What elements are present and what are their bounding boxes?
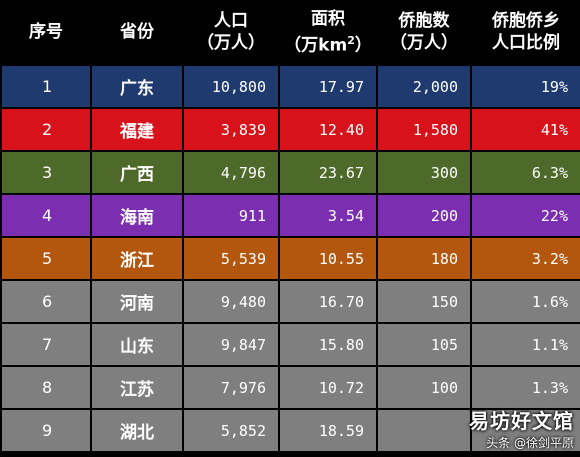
- cell-index: 9: [0, 408, 92, 453]
- cell-overseas: 100: [376, 365, 472, 410]
- watermark-author: 头条 @徐剑平原: [486, 436, 574, 450]
- cell-overseas: 150: [376, 279, 472, 324]
- cell-ratio: 1.3%: [470, 365, 580, 410]
- cell-ratio: 3.2%: [470, 236, 580, 281]
- cell-ratio: [470, 408, 580, 453]
- cell-population: 7,976: [182, 365, 280, 410]
- cell-province: 广西: [90, 150, 184, 195]
- table-row: 9 湖北 5,852 18.59: [0, 408, 580, 453]
- cell-index: 5: [0, 236, 92, 281]
- cell-ratio: 41%: [470, 107, 580, 152]
- col-header-area: 面积 （万km2）: [279, 0, 377, 65]
- cell-population: 9,480: [182, 279, 280, 324]
- cell-province: 福建: [90, 107, 184, 152]
- cell-population: 5,539: [182, 236, 280, 281]
- cell-population: 5,852: [182, 408, 280, 453]
- table-row: 7 山东 9,847 15.80 105 1.1%: [0, 322, 580, 367]
- cell-population: 9,847: [182, 322, 280, 367]
- cell-area: 15.80: [278, 322, 378, 367]
- cell-population: 10,800: [182, 64, 280, 109]
- cell-index: 6: [0, 279, 92, 324]
- cell-index: 4: [0, 193, 92, 238]
- cell-ratio: 22%: [470, 193, 580, 238]
- col-header-overseas: 侨胞数 （万人）: [377, 0, 471, 65]
- cell-province: 湖北: [90, 408, 184, 453]
- table-row: 1 广东 10,800 17.97 2,000 19%: [0, 64, 580, 109]
- cell-overseas: 180: [376, 236, 472, 281]
- cell-population: 3,839: [182, 107, 280, 152]
- cell-ratio: 19%: [470, 64, 580, 109]
- cell-ratio: 1.6%: [470, 279, 580, 324]
- col-header-population: 人口 （万人）: [183, 0, 279, 65]
- cell-province: 河南: [90, 279, 184, 324]
- cell-overseas: 2,000: [376, 64, 472, 109]
- table-row: 4 海南 911 3.54 200 22%: [0, 193, 580, 238]
- table-row: 2 福建 3,839 12.40 1,580 41%: [0, 107, 580, 152]
- cell-province: 山东: [90, 322, 184, 367]
- cell-index: 2: [0, 107, 92, 152]
- cell-index: 7: [0, 322, 92, 367]
- col-header-ratio: 侨胞侨乡 人口比例: [471, 0, 580, 65]
- cell-area: 17.97: [278, 64, 378, 109]
- header-row: 序号 省份 人口 （万人） 面积 （万km2） 侨胞数 （万人） 侨胞侨乡 人口比例: [1, 0, 580, 65]
- table-header: 序号 省份 人口 （万人） 面积 （万km2） 侨胞数 （万人） 侨胞侨乡 人口比例: [1, 0, 580, 65]
- cell-index: 1: [0, 64, 92, 109]
- cell-province: 浙江: [90, 236, 184, 281]
- cell-area: 16.70: [278, 279, 378, 324]
- col-header-index: 序号: [1, 0, 91, 65]
- cell-overseas: [376, 408, 472, 453]
- cell-area: 23.67: [278, 150, 378, 195]
- table-row: 8 江苏 7,976 10.72 100 1.3%: [0, 365, 580, 410]
- cell-province: 江苏: [90, 365, 184, 410]
- cell-overseas: 300: [376, 150, 472, 195]
- table-row: 3 广西 4,796 23.67 300 6.3%: [0, 150, 580, 195]
- cell-area: 10.72: [278, 365, 378, 410]
- cell-ratio: 6.3%: [470, 150, 580, 195]
- cell-overseas: 200: [376, 193, 472, 238]
- cell-index: 8: [0, 365, 92, 410]
- cell-overseas: 1,580: [376, 107, 472, 152]
- cell-ratio: 1.1%: [470, 322, 580, 367]
- cell-area: 3.54: [278, 193, 378, 238]
- cell-province: 广东: [90, 64, 184, 109]
- cell-province: 海南: [90, 193, 184, 238]
- cell-index: 3: [0, 150, 92, 195]
- col-header-province: 省份: [91, 0, 183, 65]
- table-body: 1 广东 10,800 17.97 2,000 19% 2 福建 3,839 12.40 1,580…: [0, 64, 580, 453]
- cell-area: 18.59: [278, 408, 378, 453]
- watermark-title: 易坊好文馆: [469, 409, 574, 433]
- table-row: 5 浙江 5,539 10.55 180 3.2%: [0, 236, 580, 281]
- cell-population: 4,796: [182, 150, 280, 195]
- table-row: 6 河南 9,480 16.70 150 1.6%: [0, 279, 580, 324]
- cell-area: 12.40: [278, 107, 378, 152]
- cell-overseas: 105: [376, 322, 472, 367]
- cell-population: 911: [182, 193, 280, 238]
- watermark: 易坊好文馆 头条 @徐剑平原: [469, 405, 574, 451]
- cell-area: 10.55: [278, 236, 378, 281]
